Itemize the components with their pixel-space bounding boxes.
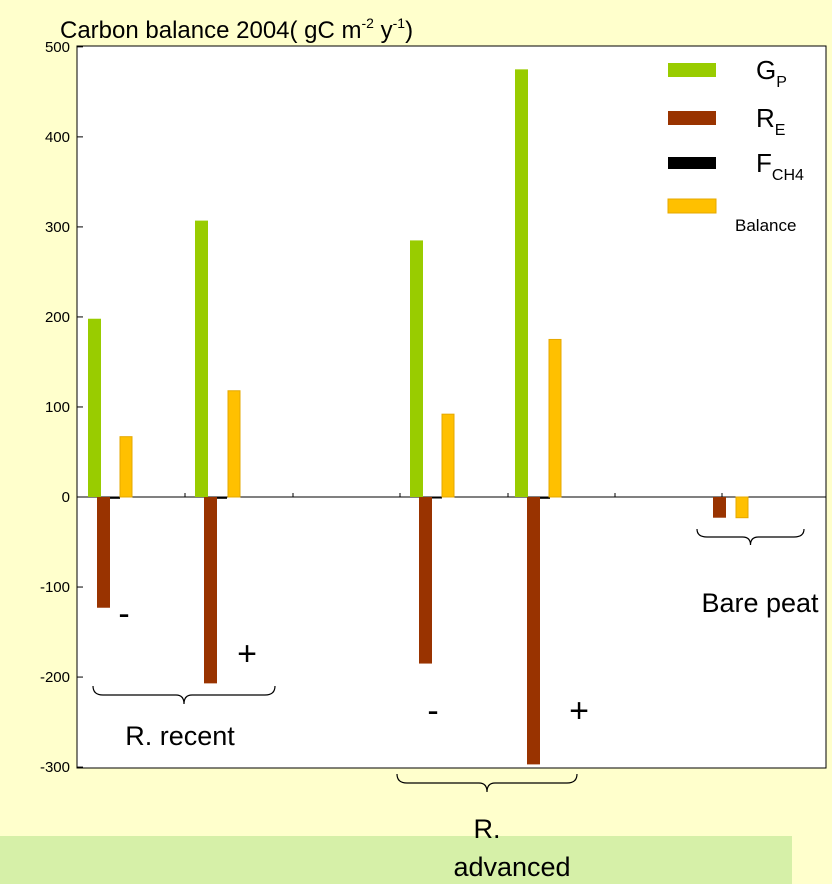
sign-label: + [569,692,589,730]
sign-label: - [427,692,438,730]
balance-bar [441,413,455,498]
y-tick-label: 0 [62,489,70,506]
legend-swatch [668,63,716,77]
gp-bar [195,220,208,497]
legend-label: FCH4 [756,148,804,184]
y-tick-label: 200 [45,309,70,326]
recent-brace [92,685,276,705]
fch4-bar [540,497,550,499]
legend-swatch [668,157,716,169]
balance-bar [735,496,749,519]
gp-bar [88,318,101,497]
balance-bar [119,436,133,498]
bare-peat-brace [696,528,805,546]
fch4-bar [217,497,227,499]
re-bar [97,497,110,608]
re-bar [527,497,540,765]
legend-label: GP [756,55,787,91]
fch4-bar [432,497,442,499]
fch4-bar [110,497,120,499]
legend-swatch [667,198,717,214]
balance-bar [227,390,241,498]
group-label-recent: R. recent [125,721,235,751]
green-footer-band [0,836,792,884]
legend-label: RE [756,103,785,139]
legend-swatch [668,111,716,125]
group-label-advanced-2: advanced [453,852,570,882]
plot-area [76,45,827,769]
gp-bar [410,240,423,498]
y-tick-label: -300 [40,759,70,776]
y-tick-label: -200 [40,669,70,686]
gp-bar [515,69,528,498]
group-label-bare-peat: Bare peat [701,588,819,618]
balance-bar [548,338,562,498]
sign-label: + [237,635,257,673]
y-tick-label: 300 [45,219,70,236]
legend-label: Balance [735,216,796,235]
y-tick-label: 100 [45,399,70,416]
svg-text:Carbon balance 2004( gC m-2 y-: Carbon balance 2004( gC m-2 y-1) [60,15,413,44]
group-label-advanced: R. [474,814,501,844]
sign-label: - [118,595,129,633]
y-tick-label: 400 [45,129,70,146]
advanced-brace [396,773,578,793]
re-bar [204,497,217,684]
re-bar [419,497,432,664]
re-bar [713,497,726,518]
chart-title: Carbon balance 2004( gC m-2 y-1) [60,15,413,44]
legend: GP RE FCH4 Balance [667,55,804,235]
y-tick-label: 500 [45,39,70,56]
y-tick-label: -100 [40,579,70,596]
